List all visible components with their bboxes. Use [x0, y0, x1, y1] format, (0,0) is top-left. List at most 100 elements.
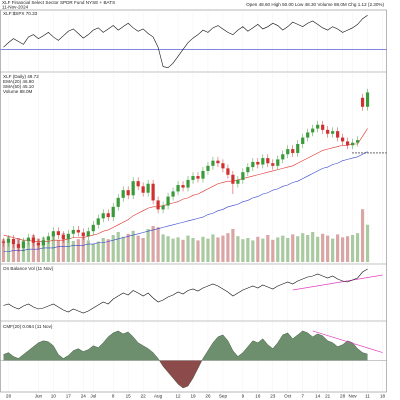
volume-bar: [141, 238, 145, 262]
x-tick-label: Aug: [154, 394, 163, 399]
volume-bar: [216, 237, 220, 262]
volume-bar: [1, 239, 6, 262]
volume-bar: [201, 236, 205, 262]
x-tick-label: Jun: [35, 394, 43, 399]
candle-body: [76, 229, 80, 233]
volume-bar: [176, 237, 180, 262]
candle-body: [66, 233, 70, 239]
volume-bar: [251, 240, 255, 262]
legend-entry: SMA(50) 45.10: [3, 84, 34, 89]
x-tick-label: 22: [141, 394, 147, 399]
x-tick-label: 23: [270, 394, 276, 399]
volume-bar: [350, 235, 355, 262]
candle-body: [186, 179, 190, 188]
volume-bar: [316, 236, 320, 262]
volume-bar: [116, 232, 120, 262]
volume-bar: [306, 235, 310, 262]
candle-body: [11, 238, 16, 245]
volume-bar: [146, 229, 150, 262]
volume-bar: [81, 236, 85, 262]
candle-body: [346, 141, 350, 146]
volume-bar: [71, 241, 75, 262]
candle-body: [16, 244, 21, 248]
volume-bar: [286, 238, 290, 262]
volume-bar: [341, 237, 345, 262]
volume-bar: [365, 224, 370, 262]
header-date: 11-Nov-2024: [2, 5, 29, 10]
volume-bar: [346, 236, 350, 262]
candle-body: [350, 142, 355, 146]
candle-body: [176, 185, 180, 192]
x-tick-label: Jul: [90, 394, 96, 399]
volume-bar: [360, 209, 365, 262]
candle-body: [365, 92, 370, 107]
candle-body: [226, 168, 230, 175]
volume-bar: [46, 239, 50, 262]
candle-body: [171, 191, 175, 197]
volume-bar: [126, 233, 130, 262]
candle-body: [256, 161, 260, 165]
candle-body: [321, 124, 325, 130]
candle-body: [146, 183, 150, 193]
candle-body: [116, 197, 120, 207]
panel-title: XLF (Daily) 49.72: [3, 74, 39, 79]
candle-body: [241, 172, 245, 180]
candle-body: [291, 149, 295, 153]
candle-body: [121, 190, 125, 198]
candle-body: [81, 232, 85, 237]
candle-body: [151, 183, 155, 201]
candle-body: [286, 149, 290, 155]
positive-area: [3, 330, 368, 361]
volume-bar: [181, 239, 185, 262]
volume-bar: [191, 238, 195, 262]
candle-body: [91, 224, 95, 232]
candle-body: [36, 242, 41, 246]
volume-bar: [151, 226, 155, 262]
x-tick-label: 21: [325, 394, 331, 399]
volume-bar: [66, 238, 70, 262]
volume-bar: [11, 241, 16, 262]
candle-body: [231, 174, 235, 184]
x-tick-label: 12: [175, 394, 181, 399]
x-tick-label: 14: [315, 394, 321, 399]
x-tick-label: 17: [66, 394, 72, 399]
volume-bar: [281, 235, 285, 262]
x-tick-label: 8: [112, 394, 115, 399]
indicator-line: [3, 15, 368, 69]
x-tick-label: 7: [301, 394, 304, 399]
volume-bar: [186, 235, 190, 262]
candle-body: [301, 137, 305, 144]
candle-body: [360, 97, 365, 107]
frame: [0, 9, 387, 393]
candle-body: [166, 196, 170, 206]
header-quote: Open 48.60 High 50.00 Low 48.30 Volume 8…: [246, 2, 384, 7]
volume-bar: [136, 235, 140, 262]
candle-body: [86, 231, 90, 237]
volume-bar: [96, 241, 100, 262]
volume-bar: [26, 242, 31, 262]
volume-bar: [226, 233, 230, 262]
volume-bar: [256, 236, 260, 262]
volume-bar: [131, 230, 135, 262]
negative-area: [3, 360, 368, 389]
candle-body: [191, 176, 195, 180]
volume-bar: [31, 235, 36, 262]
volume-bar: [61, 233, 65, 262]
candle-body: [161, 205, 165, 210]
candle-body: [355, 140, 360, 143]
candle-body: [71, 229, 75, 234]
volume-bar: [56, 240, 60, 262]
candle-body: [306, 132, 310, 138]
volume-bar: [331, 238, 335, 262]
candle-body: [261, 158, 265, 165]
candle-body: [1, 241, 6, 243]
candle-body: [6, 238, 11, 243]
volume-bar: [211, 234, 215, 262]
moving-average: [3, 151, 368, 253]
panel-title: On Balance Vol (11 Nov): [3, 266, 54, 271]
volume-bar: [91, 244, 95, 262]
volume-bar: [291, 234, 295, 262]
candle-body: [136, 181, 140, 187]
volume-bar: [76, 239, 80, 262]
legend-entry: Volume 88.0M: [3, 89, 33, 94]
